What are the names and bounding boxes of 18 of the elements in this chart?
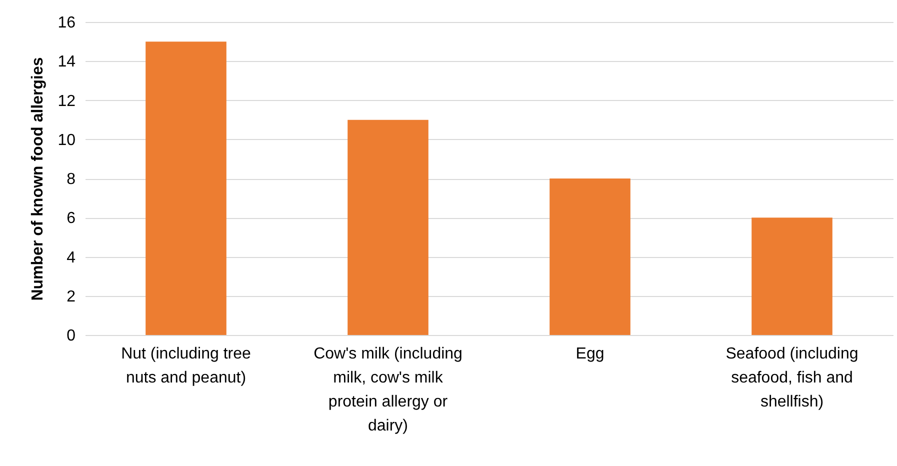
y-tick-label: 6 <box>66 210 76 228</box>
bar <box>550 178 630 335</box>
y-tick-label: 4 <box>66 249 76 266</box>
y-tick-label: 12 <box>58 92 76 110</box>
x-tick-label: Nut (including tree nuts and peanut) <box>121 346 252 386</box>
y-tick-label: 10 <box>58 132 76 149</box>
y-tick-label: 16 <box>58 14 76 32</box>
x-tick-label: Egg <box>576 346 604 362</box>
bar <box>752 218 832 335</box>
y-tick-label: 14 <box>58 54 76 71</box>
bar <box>146 42 226 335</box>
x-tick-label: Seafood (including seafood, fish and shellfish) <box>726 346 858 410</box>
y-tick-label: 0 <box>66 328 76 344</box>
y-tick-label: 2 <box>66 288 76 306</box>
x-tick-label: Cow's milk (including milk, cow's milk protein allergy or dairy) <box>314 346 462 434</box>
y-axis-title: Number of known food allergies <box>30 57 47 301</box>
y-tick-label: 8 <box>66 171 76 188</box>
bar <box>348 120 428 335</box>
